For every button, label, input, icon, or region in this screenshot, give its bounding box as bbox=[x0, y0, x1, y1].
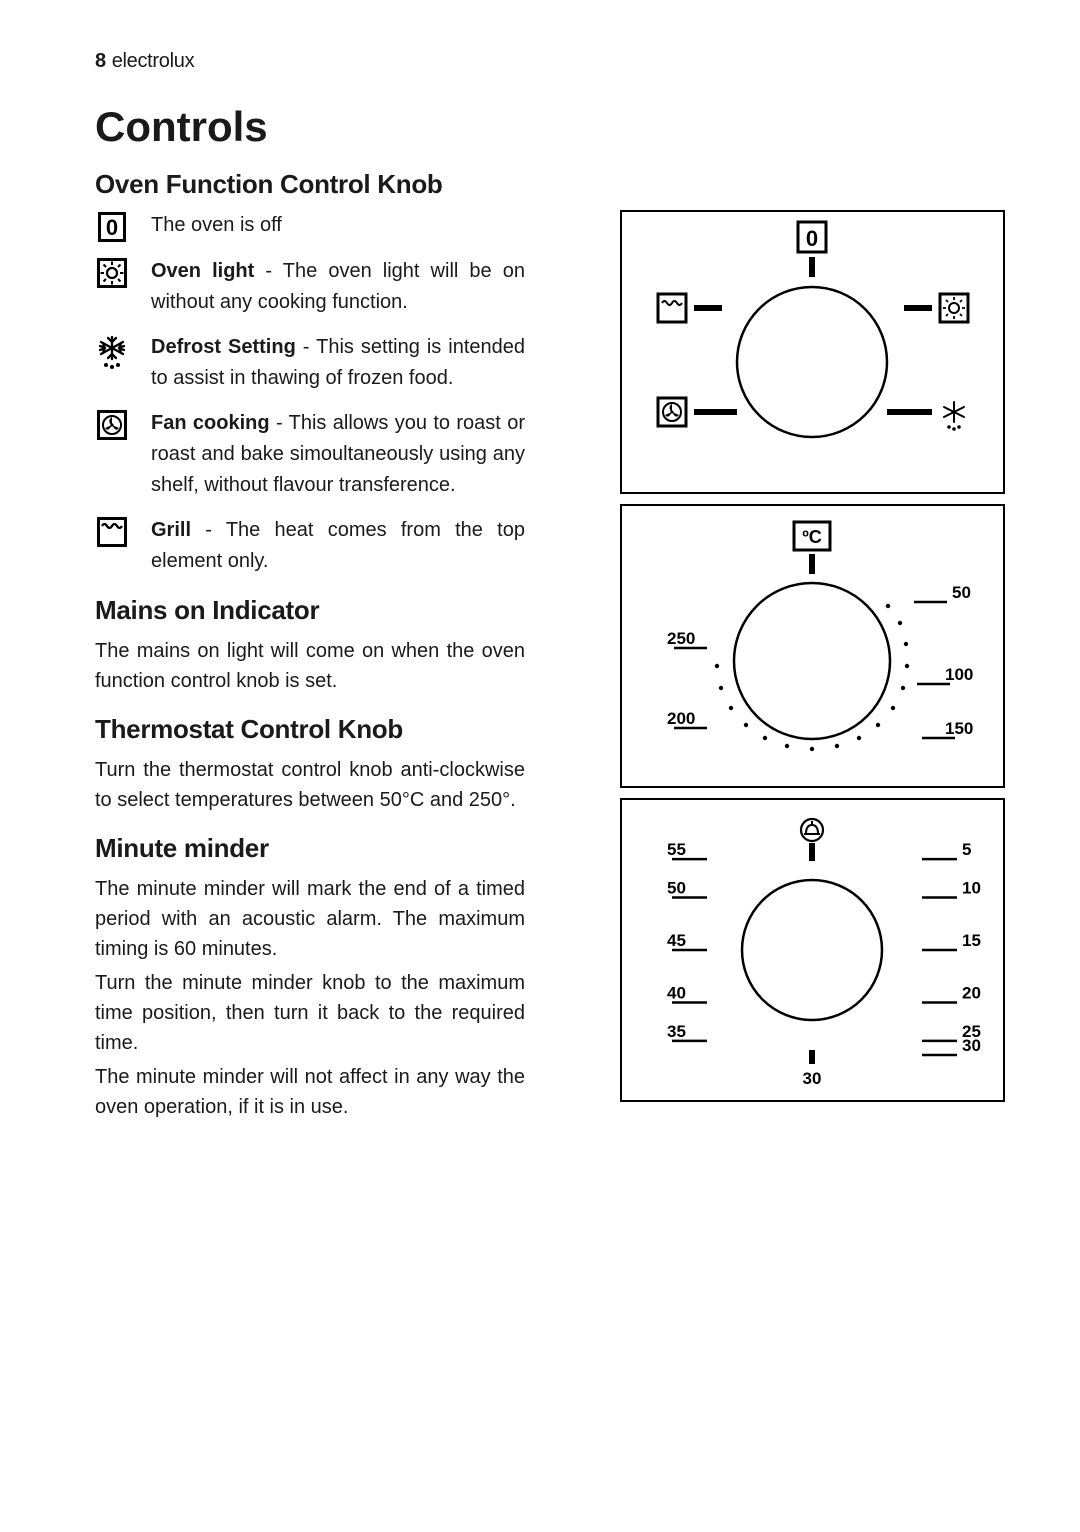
two-column-layout: 0 The oven is off bbox=[95, 210, 1005, 1136]
manual-page: 8 electrolux Controls Oven Function Cont… bbox=[0, 0, 1080, 1186]
function-row: Fan cooking - This allows you to roast o… bbox=[95, 408, 525, 501]
defrost-icon bbox=[95, 332, 129, 370]
svg-text:35: 35 bbox=[667, 1022, 686, 1041]
svg-text:ºC: ºC bbox=[802, 527, 822, 547]
zero-icon: 0 bbox=[95, 210, 129, 242]
function-row: 0 The oven is off bbox=[95, 210, 525, 242]
svg-text:150: 150 bbox=[945, 719, 973, 738]
page-header: 8 electrolux bbox=[95, 50, 1005, 73]
svg-text:45: 45 bbox=[667, 931, 686, 950]
thermostat-dial-diagram: ºC bbox=[620, 504, 1005, 788]
minute-heading: Minute minder bbox=[95, 833, 525, 864]
minute-body-1: The minute minder will mark the end of a… bbox=[95, 874, 525, 964]
text-column: 0 The oven is off bbox=[95, 210, 525, 1136]
minute-dial-diagram: 30 510152025303540455055 bbox=[620, 798, 1005, 1102]
svg-text:30: 30 bbox=[803, 1069, 822, 1088]
function-text: Oven light - The oven light will be on w… bbox=[151, 256, 525, 318]
svg-text:200: 200 bbox=[667, 709, 695, 728]
page-title: Controls bbox=[95, 103, 1005, 151]
function-text: Defrost Setting - This setting is intend… bbox=[151, 332, 525, 394]
thermo-heading: Thermostat Control Knob bbox=[95, 714, 525, 745]
function-text: The oven is off bbox=[151, 210, 282, 241]
function-row: Defrost Setting - This setting is intend… bbox=[95, 332, 525, 394]
mains-body: The mains on light will come on when the… bbox=[95, 636, 525, 696]
svg-text:55: 55 bbox=[667, 840, 686, 859]
oven-knob-heading: Oven Function Control Knob bbox=[95, 169, 1005, 200]
svg-text:30: 30 bbox=[962, 1036, 981, 1055]
thermo-body: Turn the thermostat control knob anti-cl… bbox=[95, 755, 525, 815]
svg-text:100: 100 bbox=[945, 665, 973, 684]
function-row: Oven light - The oven light will be on w… bbox=[95, 256, 525, 318]
svg-text:250: 250 bbox=[667, 629, 695, 648]
svg-text:0: 0 bbox=[806, 226, 818, 251]
svg-text:5: 5 bbox=[962, 840, 971, 859]
svg-text:0: 0 bbox=[106, 215, 118, 240]
svg-text:10: 10 bbox=[962, 879, 981, 898]
svg-text:50: 50 bbox=[667, 879, 686, 898]
fan-icon bbox=[95, 408, 129, 440]
page-number: 8 bbox=[95, 50, 106, 72]
brand-name: electrolux bbox=[112, 50, 195, 72]
svg-text:20: 20 bbox=[962, 984, 981, 1003]
grill-icon bbox=[95, 515, 129, 547]
function-text: Grill - The heat comes from the top elem… bbox=[151, 515, 525, 577]
function-row: Grill - The heat comes from the top elem… bbox=[95, 515, 525, 577]
minute-body-3: The minute minder will not affect in any… bbox=[95, 1062, 525, 1122]
svg-text:50: 50 bbox=[952, 583, 971, 602]
light-icon bbox=[95, 256, 129, 288]
svg-text:15: 15 bbox=[962, 931, 981, 950]
mains-heading: Mains on Indicator bbox=[95, 595, 525, 626]
minute-body-2: Turn the minute minder knob to the maxim… bbox=[95, 968, 525, 1058]
function-dial-diagram: 0 bbox=[620, 210, 1005, 494]
svg-text:40: 40 bbox=[667, 984, 686, 1003]
diagram-column: 0 bbox=[565, 210, 1005, 1112]
function-text: Fan cooking - This allows you to roast o… bbox=[151, 408, 525, 501]
